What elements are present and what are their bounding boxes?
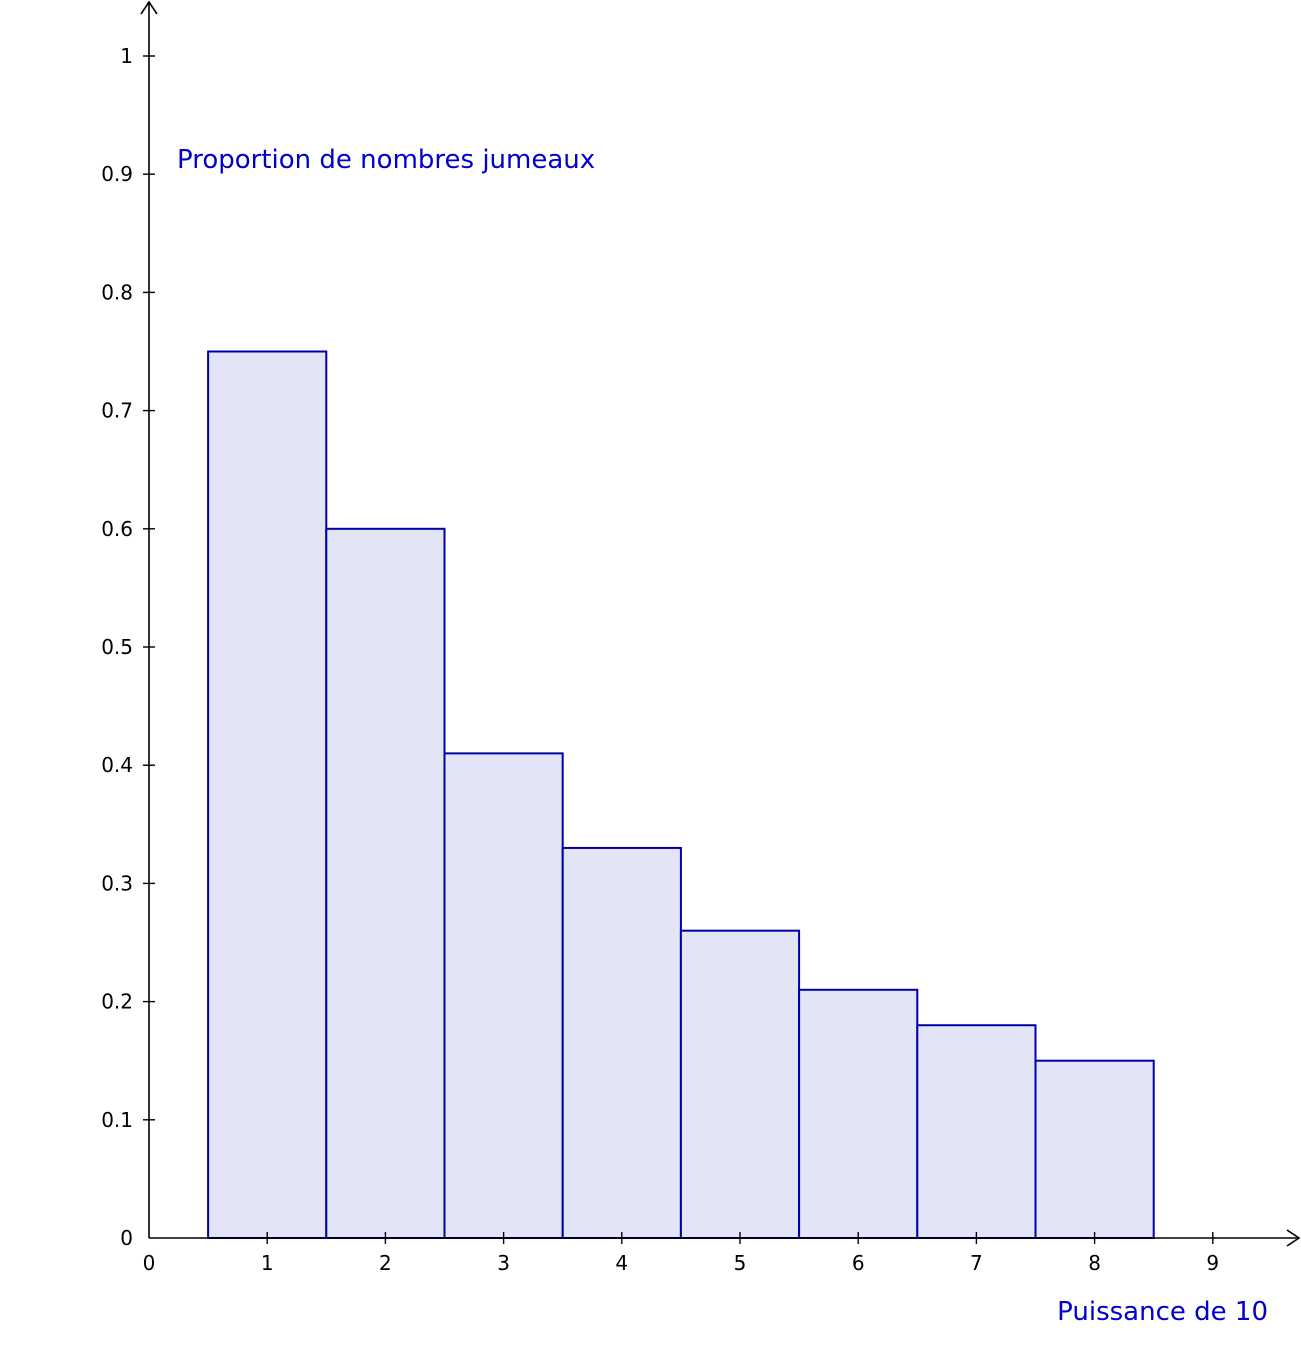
bar-7 xyxy=(916,1024,1037,1239)
x-tick-label: 9 xyxy=(1206,1251,1219,1275)
x-tick-label: 4 xyxy=(615,1251,628,1275)
y-tick-label: 0.5 xyxy=(101,635,133,659)
y-tick-label: 0.6 xyxy=(101,517,133,541)
y-tick-label: 0 xyxy=(120,1226,133,1250)
x-tick-label: 6 xyxy=(852,1251,865,1275)
bar-1 xyxy=(207,350,328,1239)
x-tick-label: 0 xyxy=(143,1251,156,1275)
y-ticks-group: 0 0.1 0.2 0.3 0.4 0.5 0.6 0.7 0.8 0.9 1 xyxy=(101,44,155,1250)
y-tick-label: 1 xyxy=(120,44,133,68)
y-tick-label: 0.2 xyxy=(101,990,133,1014)
x-axis-label: Puissance de 10 xyxy=(1057,1297,1268,1327)
x-tick-label: 8 xyxy=(1088,1251,1101,1275)
y-tick-label: 0.7 xyxy=(101,399,133,423)
bar-5 xyxy=(679,929,801,1239)
y-axis-arrow-icon xyxy=(140,0,158,15)
y-tick-label: 0.1 xyxy=(101,1108,133,1132)
bars-group xyxy=(207,350,1155,1240)
y-tick-label: 0.4 xyxy=(101,753,133,777)
bar-8 xyxy=(1034,1059,1155,1239)
y-tick-label: 0.9 xyxy=(101,162,133,186)
x-tick-label: 2 xyxy=(379,1251,392,1275)
x-tick-label: 3 xyxy=(497,1251,510,1275)
bar-6 xyxy=(798,988,919,1240)
x-tick-label: 5 xyxy=(734,1251,747,1275)
bar-2 xyxy=(325,527,446,1239)
x-ticks-group: 0 1 2 3 4 5 6 7 8 9 xyxy=(143,1232,1219,1275)
x-tick-label: 1 xyxy=(261,1251,274,1275)
y-tick-label: 0.3 xyxy=(101,871,133,895)
bar-3 xyxy=(443,752,564,1239)
y-tick-label: 0.8 xyxy=(101,280,133,304)
x-axis-arrow-icon xyxy=(1286,1229,1301,1247)
x-tick-label: 7 xyxy=(970,1251,983,1275)
y-axis-label: Proportion de nombres jumeaux xyxy=(177,145,595,175)
bar-4 xyxy=(561,846,682,1239)
axes-group xyxy=(140,0,1301,1247)
